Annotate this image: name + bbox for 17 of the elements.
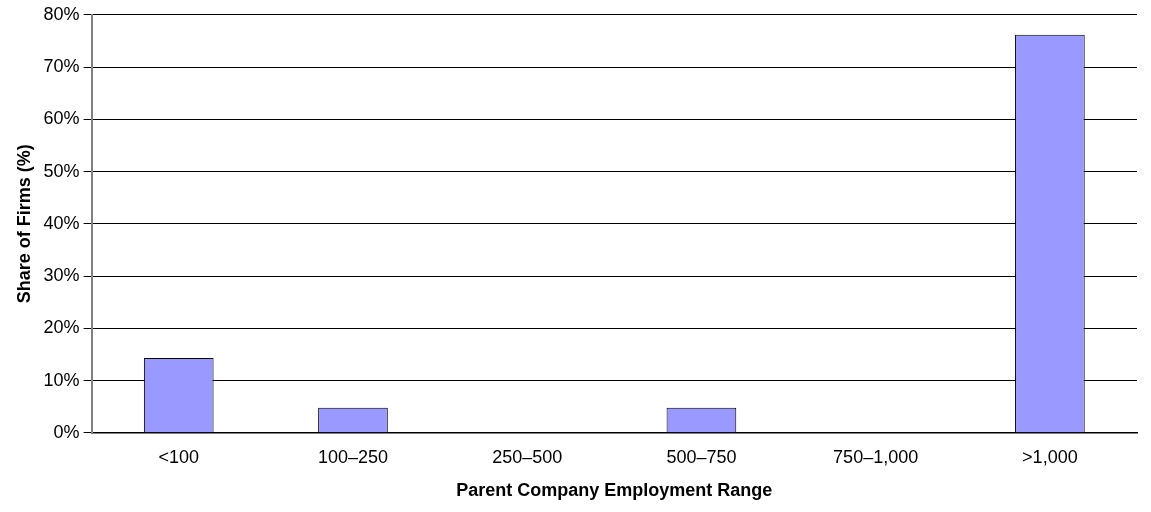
x-tick-label: 100–250 [317,446,389,467]
y-tick-label: 40% [43,212,80,233]
y-tick-label: 30% [43,265,80,286]
x-axis-title: Parent Company Employment Range [456,480,773,501]
y-tick-label: 60% [43,108,80,129]
y-axis-title: Share of Firms (%) [13,144,34,304]
x-tick-label: <100 [158,446,200,467]
y-tick-label: 0% [53,421,80,442]
x-tick-label: 500–750 [666,446,737,467]
y-tick-label: 10% [43,369,80,390]
y-tick-label: 20% [43,317,80,338]
x-tick-label: >1,000 [1022,446,1078,467]
x-tick-label: 250–500 [492,446,563,467]
x-tick-label: 750–1,000 [833,446,919,467]
y-tick-label: 80% [43,3,80,24]
y-tick-label: 50% [43,160,80,181]
y-tick-label: 70% [43,56,80,77]
